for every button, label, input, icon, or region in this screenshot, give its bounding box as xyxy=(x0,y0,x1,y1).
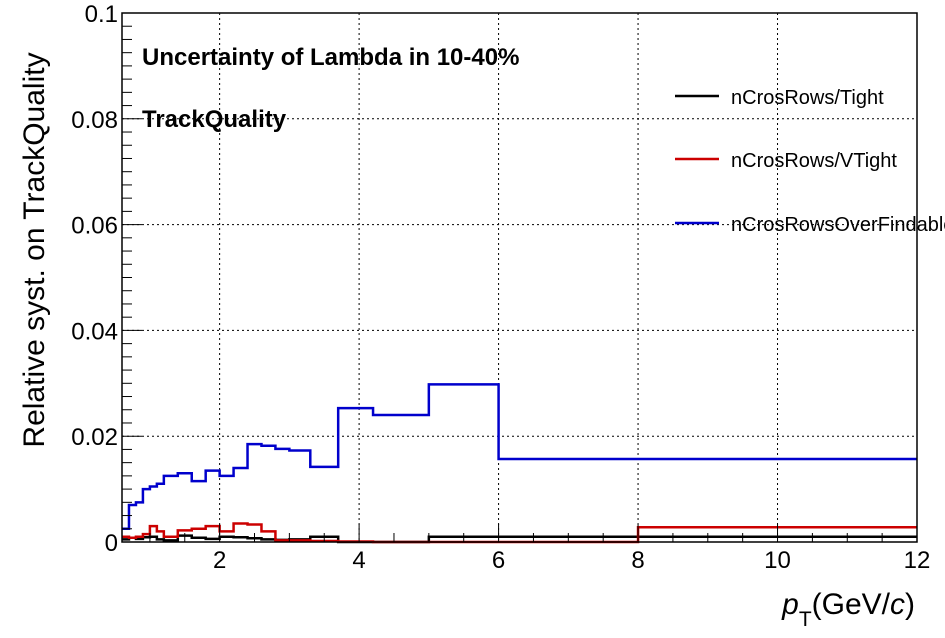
x-axis-label-sub: T xyxy=(799,608,812,631)
legend-label-2: nCrosRowsOverFindable xyxy=(731,214,945,236)
series-line-1 xyxy=(122,522,917,544)
x-axis-label-rest: (GeV/ xyxy=(812,588,891,621)
x-tick-label-2: 6 xyxy=(492,547,505,574)
legend-label-1: nCrosRows/VTight xyxy=(731,150,897,172)
x-tick-label-4: 10 xyxy=(764,547,791,574)
legend-label-0: nCrosRows/Tight xyxy=(731,87,884,109)
y-tick-label-3: 0.06 xyxy=(71,213,118,240)
series-layer xyxy=(122,383,917,544)
x-axis-label-p: p xyxy=(781,588,799,621)
x-tick-label-0: 2 xyxy=(213,547,226,574)
chart-title-line-1: Uncertainty of Lambda in 10-40% xyxy=(142,44,519,71)
y-tick-label-5: 0.1 xyxy=(85,1,118,28)
x-axis-label-c: c xyxy=(890,588,905,621)
x-tick-label-3: 8 xyxy=(631,547,644,574)
legend: nCrosRows/Tight nCrosRows/VTight nCrosRows… xyxy=(675,87,945,236)
x-axis-label: pT(GeV/c) xyxy=(781,588,915,631)
y-axis-label: Relative syst. on TrackQuality xyxy=(18,52,51,447)
x-tick-label-1: 4 xyxy=(352,547,365,574)
y-tick-label-2: 0.04 xyxy=(71,318,118,345)
chart-title-line-2: TrackQuality xyxy=(142,106,287,133)
tick-labels: 2 4 6 8 10 12 0 0.02 0.04 0.06 0.08 0.1 xyxy=(71,1,930,574)
y-tick-label-0: 0 xyxy=(105,530,118,557)
y-tick-label-4: 0.08 xyxy=(71,107,118,134)
x-axis-label-close: ) xyxy=(905,588,915,621)
ticks xyxy=(122,12,918,543)
x-tick-label-5: 12 xyxy=(904,547,931,574)
y-tick-label-1: 0.02 xyxy=(71,424,118,451)
series-line-2 xyxy=(122,383,917,531)
